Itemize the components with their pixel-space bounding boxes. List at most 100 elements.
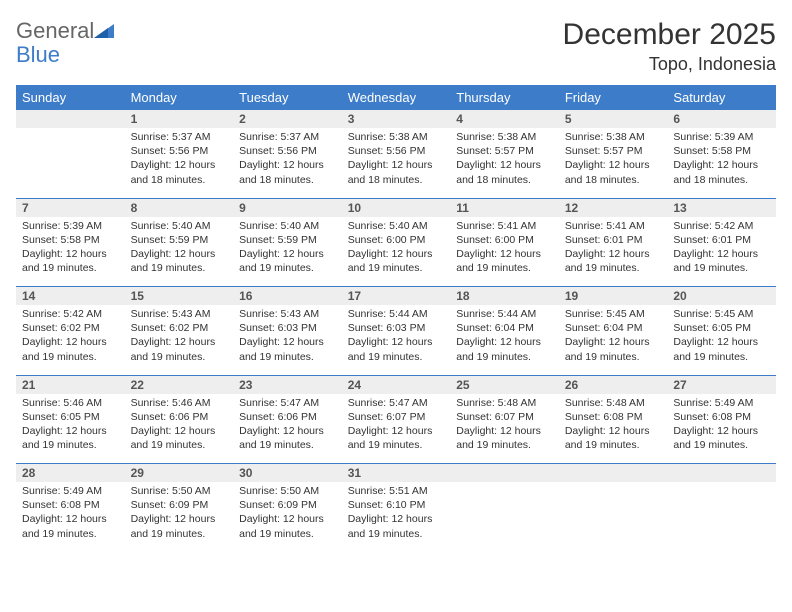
- daynum-row: 21222324252627: [16, 375, 776, 394]
- daynum-cell: 12: [559, 198, 668, 217]
- day-cell: Sunrise: 5:45 AMSunset: 6:05 PMDaylight:…: [667, 305, 776, 375]
- daynum-cell: 4: [450, 110, 559, 128]
- sunset-line: Sunset: 6:08 PM: [673, 410, 770, 424]
- sunrise-line: Sunrise: 5:45 AM: [565, 307, 662, 321]
- location-label: Topo, Indonesia: [563, 54, 776, 75]
- day-cell: Sunrise: 5:41 AMSunset: 6:00 PMDaylight:…: [450, 217, 559, 287]
- day-cell: Sunrise: 5:40 AMSunset: 5:59 PMDaylight:…: [233, 217, 342, 287]
- weekday-header: Thursday: [450, 85, 559, 110]
- sunrise-line: Sunrise: 5:47 AM: [239, 396, 336, 410]
- day-cell: [559, 482, 668, 552]
- sunrise-line: Sunrise: 5:39 AM: [22, 219, 119, 233]
- day-number: 20: [667, 287, 776, 305]
- sunset-line: Sunset: 6:02 PM: [131, 321, 228, 335]
- day-cell: Sunrise: 5:50 AMSunset: 6:09 PMDaylight:…: [125, 482, 234, 552]
- sunset-line: Sunset: 6:10 PM: [348, 498, 445, 512]
- daylight-line: Daylight: 12 hours and 19 minutes.: [131, 424, 228, 452]
- day-number: 4: [450, 110, 559, 128]
- daynum-cell: 25: [450, 375, 559, 394]
- sunrise-line: Sunrise: 5:39 AM: [673, 130, 770, 144]
- day-number: 19: [559, 287, 668, 305]
- sunset-line: Sunset: 5:57 PM: [456, 144, 553, 158]
- sunrise-line: Sunrise: 5:49 AM: [22, 484, 119, 498]
- day-cell: Sunrise: 5:42 AMSunset: 6:02 PMDaylight:…: [16, 305, 125, 375]
- day-number: 25: [450, 376, 559, 394]
- sunset-line: Sunset: 6:07 PM: [348, 410, 445, 424]
- daynum-cell: 3: [342, 110, 451, 128]
- day-number: 2: [233, 110, 342, 128]
- daylight-line: Daylight: 12 hours and 19 minutes.: [239, 247, 336, 275]
- sunset-line: Sunset: 6:05 PM: [673, 321, 770, 335]
- sunset-line: Sunset: 6:05 PM: [22, 410, 119, 424]
- daylight-line: Daylight: 12 hours and 19 minutes.: [456, 247, 553, 275]
- daylight-line: Daylight: 12 hours and 19 minutes.: [565, 424, 662, 452]
- daylight-line: Daylight: 12 hours and 19 minutes.: [673, 335, 770, 363]
- day-number: 16: [233, 287, 342, 305]
- daylight-line: Daylight: 12 hours and 19 minutes.: [22, 512, 119, 540]
- day-cell: Sunrise: 5:50 AMSunset: 6:09 PMDaylight:…: [233, 482, 342, 552]
- weekday-header: Friday: [559, 85, 668, 110]
- daylight-line: Daylight: 12 hours and 19 minutes.: [22, 247, 119, 275]
- sunrise-line: Sunrise: 5:46 AM: [22, 396, 119, 410]
- daylight-line: Daylight: 12 hours and 19 minutes.: [348, 424, 445, 452]
- sunrise-line: Sunrise: 5:41 AM: [456, 219, 553, 233]
- sunset-line: Sunset: 6:03 PM: [348, 321, 445, 335]
- weekday-header: Sunday: [16, 85, 125, 110]
- day-number: 29: [125, 464, 234, 482]
- day-cell: Sunrise: 5:46 AMSunset: 6:05 PMDaylight:…: [16, 394, 125, 464]
- sunrise-line: Sunrise: 5:44 AM: [348, 307, 445, 321]
- day-cell: Sunrise: 5:39 AMSunset: 5:58 PMDaylight:…: [667, 128, 776, 198]
- day-number: 30: [233, 464, 342, 482]
- content-row: Sunrise: 5:37 AMSunset: 5:56 PMDaylight:…: [16, 128, 776, 198]
- day-cell: Sunrise: 5:44 AMSunset: 6:03 PMDaylight:…: [342, 305, 451, 375]
- daylight-line: Daylight: 12 hours and 18 minutes.: [673, 158, 770, 186]
- day-cell: Sunrise: 5:49 AMSunset: 6:08 PMDaylight:…: [16, 482, 125, 552]
- sunset-line: Sunset: 6:08 PM: [565, 410, 662, 424]
- daynum-cell: [16, 110, 125, 128]
- daynum-cell: 21: [16, 375, 125, 394]
- daylight-line: Daylight: 12 hours and 19 minutes.: [239, 335, 336, 363]
- daylight-line: Daylight: 12 hours and 19 minutes.: [565, 335, 662, 363]
- sunset-line: Sunset: 6:06 PM: [239, 410, 336, 424]
- sunset-line: Sunset: 6:08 PM: [22, 498, 119, 512]
- day-number: 26: [559, 376, 668, 394]
- daynum-cell: 6: [667, 110, 776, 128]
- day-number: 10: [342, 199, 451, 217]
- day-number: 11: [450, 199, 559, 217]
- day-number: [16, 110, 125, 114]
- daynum-cell: 29: [125, 464, 234, 483]
- sunrise-line: Sunrise: 5:46 AM: [131, 396, 228, 410]
- daylight-line: Daylight: 12 hours and 19 minutes.: [239, 424, 336, 452]
- brand-triangle-icon: [94, 22, 116, 40]
- day-cell: Sunrise: 5:38 AMSunset: 5:56 PMDaylight:…: [342, 128, 451, 198]
- sunset-line: Sunset: 6:02 PM: [22, 321, 119, 335]
- day-cell: Sunrise: 5:47 AMSunset: 6:06 PMDaylight:…: [233, 394, 342, 464]
- day-cell: Sunrise: 5:38 AMSunset: 5:57 PMDaylight:…: [450, 128, 559, 198]
- daynum-cell: 14: [16, 287, 125, 306]
- day-number: 8: [125, 199, 234, 217]
- sunset-line: Sunset: 5:56 PM: [348, 144, 445, 158]
- day-number: 27: [667, 376, 776, 394]
- day-cell: Sunrise: 5:44 AMSunset: 6:04 PMDaylight:…: [450, 305, 559, 375]
- daynum-cell: 11: [450, 198, 559, 217]
- day-number: 15: [125, 287, 234, 305]
- day-cell: Sunrise: 5:48 AMSunset: 6:07 PMDaylight:…: [450, 394, 559, 464]
- daynum-row: 14151617181920: [16, 287, 776, 306]
- daylight-line: Daylight: 12 hours and 18 minutes.: [239, 158, 336, 186]
- sunrise-line: Sunrise: 5:45 AM: [673, 307, 770, 321]
- daynum-cell: 24: [342, 375, 451, 394]
- sunrise-line: Sunrise: 5:38 AM: [456, 130, 553, 144]
- daynum-cell: 1: [125, 110, 234, 128]
- daylight-line: Daylight: 12 hours and 19 minutes.: [673, 247, 770, 275]
- daynum-cell: 23: [233, 375, 342, 394]
- day-cell: Sunrise: 5:38 AMSunset: 5:57 PMDaylight:…: [559, 128, 668, 198]
- daylight-line: Daylight: 12 hours and 19 minutes.: [131, 335, 228, 363]
- brand-part2: Blue: [16, 42, 60, 68]
- content-row: Sunrise: 5:39 AMSunset: 5:58 PMDaylight:…: [16, 217, 776, 287]
- day-cell: Sunrise: 5:47 AMSunset: 6:07 PMDaylight:…: [342, 394, 451, 464]
- content-row: Sunrise: 5:49 AMSunset: 6:08 PMDaylight:…: [16, 482, 776, 552]
- sunset-line: Sunset: 5:56 PM: [131, 144, 228, 158]
- daynum-cell: 27: [667, 375, 776, 394]
- daynum-cell: [559, 464, 668, 483]
- weekday-header: Monday: [125, 85, 234, 110]
